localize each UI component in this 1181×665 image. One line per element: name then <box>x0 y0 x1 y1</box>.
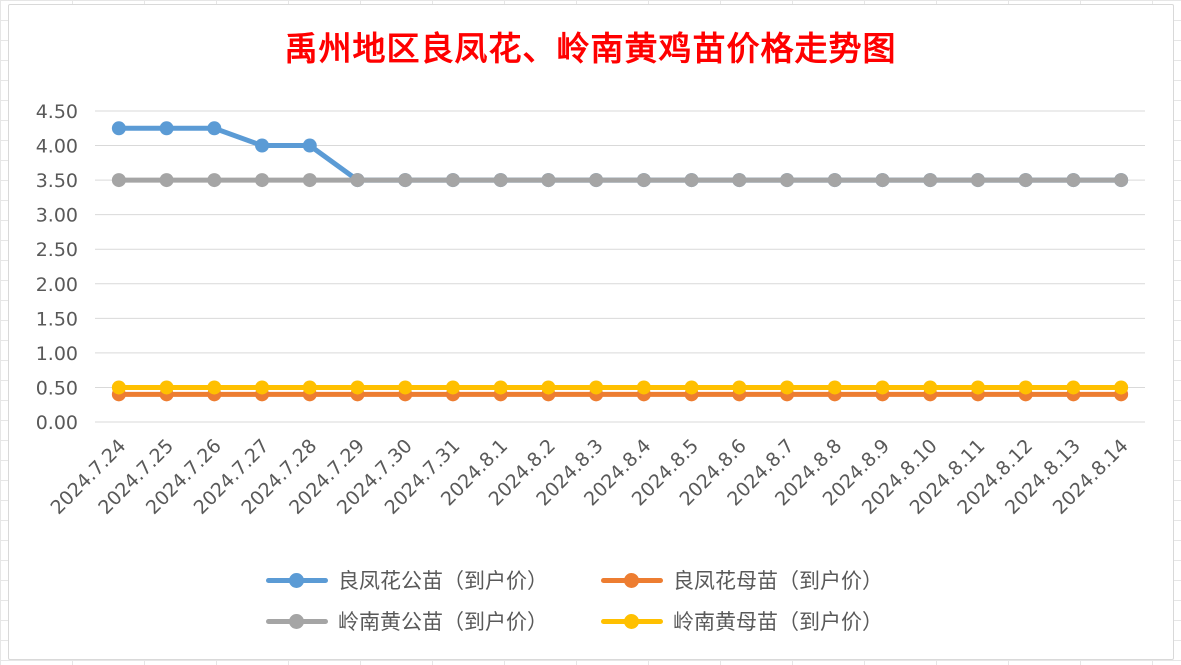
series-line <box>116 125 1124 183</box>
y-tick-label: 1.50 <box>36 308 78 330</box>
data-point[interactable] <box>1114 173 1129 188</box>
data-point[interactable] <box>732 380 747 395</box>
legend-label: 岭南黄母苗（到户价） <box>673 610 883 634</box>
data-point[interactable] <box>1066 173 1081 188</box>
data-point[interactable] <box>350 173 365 188</box>
data-point[interactable] <box>302 380 317 395</box>
data-point[interactable] <box>111 173 126 188</box>
data-point[interactable] <box>589 173 604 188</box>
data-point[interactable] <box>159 380 174 395</box>
data-point[interactable] <box>398 380 413 395</box>
data-point[interactable] <box>207 173 222 188</box>
y-tick-label: 0.00 <box>36 412 78 434</box>
legend-label: 良凤花公苗（到户价） <box>338 569 548 593</box>
data-point[interactable] <box>255 138 270 153</box>
y-tick-label: 4.00 <box>36 136 78 158</box>
legend-swatch <box>262 611 332 631</box>
data-point[interactable] <box>541 173 556 188</box>
data-point[interactable] <box>1018 173 1033 188</box>
data-point[interactable] <box>923 173 938 188</box>
data-point[interactable] <box>875 173 890 188</box>
y-tick-label: 4.50 <box>36 101 78 123</box>
chart-title: 禹州地区良凤花、岭南黄鸡苗价格走势图 <box>284 29 897 68</box>
data-point[interactable] <box>398 173 413 188</box>
legend-item[interactable]: 良凤花公苗（到户价） <box>262 566 548 594</box>
data-point[interactable] <box>207 380 222 395</box>
data-point[interactable] <box>970 380 985 395</box>
legend-swatch <box>597 611 667 631</box>
data-point[interactable] <box>970 173 985 188</box>
data-point[interactable] <box>636 173 651 188</box>
data-point[interactable] <box>589 380 604 395</box>
y-tick-label: 3.50 <box>36 170 78 192</box>
data-point[interactable] <box>684 173 699 188</box>
chart-area[interactable] <box>8 4 1174 660</box>
data-point[interactable] <box>827 173 842 188</box>
y-tick-label: 3.00 <box>36 205 78 227</box>
data-point[interactable] <box>1114 380 1129 395</box>
data-point[interactable] <box>636 380 651 395</box>
data-point[interactable] <box>493 173 508 188</box>
data-point[interactable] <box>684 380 699 395</box>
series-2 <box>111 173 1129 188</box>
data-point[interactable] <box>445 380 460 395</box>
data-point[interactable] <box>780 380 795 395</box>
legend-marker <box>624 614 639 629</box>
data-point[interactable] <box>159 173 174 188</box>
data-point[interactable] <box>255 173 270 188</box>
legend-item[interactable]: 岭南黄公苗（到户价） <box>262 607 548 635</box>
data-point[interactable] <box>111 380 126 395</box>
data-point[interactable] <box>732 173 747 188</box>
y-tick-label: 0.50 <box>36 377 78 399</box>
data-point[interactable] <box>875 380 890 395</box>
y-tick-label: 2.00 <box>36 274 78 296</box>
data-point[interactable] <box>780 173 795 188</box>
legend-item[interactable]: 良凤花母苗（到户价） <box>597 566 883 594</box>
data-point[interactable] <box>302 173 317 188</box>
data-point[interactable] <box>445 173 460 188</box>
legend-label: 良凤花母苗（到户价） <box>673 569 883 593</box>
legend-label: 岭南黄公苗（到户价） <box>338 610 548 634</box>
y-tick-label: 1.00 <box>36 343 78 365</box>
y-tick-label: 2.50 <box>36 239 78 261</box>
data-point[interactable] <box>923 380 938 395</box>
data-point[interactable] <box>827 380 842 395</box>
legend-swatch <box>262 570 332 590</box>
legend-marker <box>289 573 304 588</box>
data-point[interactable] <box>111 121 126 136</box>
data-point[interactable] <box>1066 380 1081 395</box>
data-point[interactable] <box>350 380 365 395</box>
data-point[interactable] <box>493 380 508 395</box>
legend-swatch <box>597 570 667 590</box>
data-point[interactable] <box>159 121 174 136</box>
legend-marker <box>289 614 304 629</box>
series-3 <box>111 380 1129 395</box>
legend-item[interactable]: 岭南黄母苗（到户价） <box>597 607 883 635</box>
data-point[interactable] <box>1018 380 1033 395</box>
legend-marker <box>624 573 639 588</box>
data-point[interactable] <box>541 380 556 395</box>
data-point[interactable] <box>302 138 317 153</box>
data-point[interactable] <box>207 121 222 136</box>
data-point[interactable] <box>255 380 270 395</box>
